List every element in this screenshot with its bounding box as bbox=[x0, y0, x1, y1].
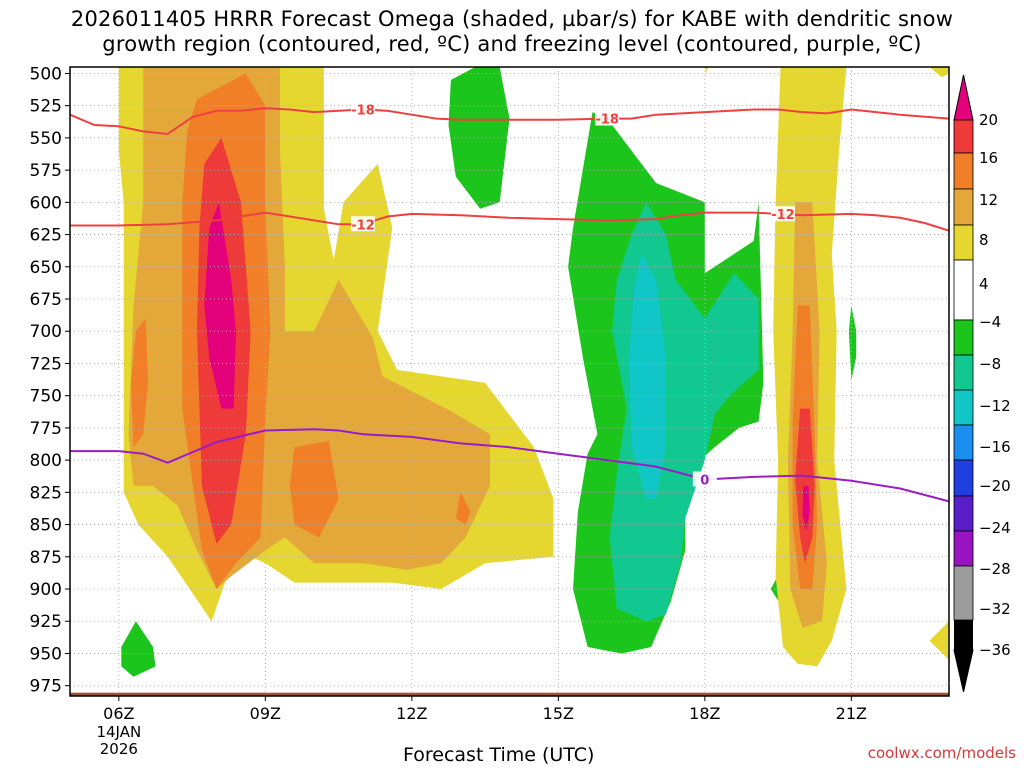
x-tick-label-21Z: 21Z bbox=[836, 704, 867, 723]
plot-area bbox=[70, 67, 949, 696]
omega-region-12-west bbox=[131, 318, 149, 448]
isotherm-label--18-1: -18 bbox=[595, 113, 619, 128]
isotherm-label--18-0: -18 bbox=[351, 104, 375, 119]
isotherm-label--12-1: -12 bbox=[771, 208, 795, 223]
colorbar-label-6: −8 bbox=[979, 355, 1001, 373]
colorbar-label-4: 4 bbox=[979, 275, 989, 293]
colorbar-label-12: −32 bbox=[979, 600, 1011, 618]
omega-region-4-lower-right bbox=[929, 621, 949, 660]
colorbar-segment-m28_m24 bbox=[953, 495, 974, 532]
y-tick-label-800: 800 bbox=[30, 451, 62, 471]
chart-title-line-1: 2026011405 HRRR Forecast Omega (shaded, … bbox=[70, 7, 954, 31]
isotherm-label-bg--18-1 bbox=[595, 110, 620, 126]
colorbar-label-5: −4 bbox=[979, 313, 1001, 331]
colorbar-label-13: −36 bbox=[979, 641, 1011, 659]
colorbar-label-8: −16 bbox=[979, 438, 1011, 456]
y-tick-label-575: 575 bbox=[30, 161, 62, 181]
colorbar-segment-m32_m28 bbox=[953, 530, 974, 567]
plot-frame bbox=[69, 66, 950, 697]
y-tick-label-900: 900 bbox=[30, 580, 62, 600]
x-date-label: 14JAN bbox=[96, 723, 141, 741]
colorbar-label-10: −24 bbox=[979, 519, 1011, 537]
omega-region-neg4-upper bbox=[448, 67, 510, 209]
x-year-label: 2026 bbox=[100, 740, 138, 758]
colorbar-segment-16_20 bbox=[953, 119, 974, 154]
colorbar-segment-m20_m16 bbox=[953, 424, 974, 461]
y-tick-label-650: 650 bbox=[30, 258, 62, 278]
isotherm-line--12 bbox=[70, 211, 950, 232]
colorbar-segment-neutral bbox=[953, 259, 974, 321]
isotherm-label-bg--18-0 bbox=[351, 101, 375, 117]
x-tick-label-09Z: 09Z bbox=[250, 704, 281, 723]
colorbar-bottom-triangle bbox=[953, 649, 974, 693]
colorbar-label-7: −12 bbox=[979, 397, 1011, 415]
chart-title-line-2: growth region (contoured, red, ºC) and f… bbox=[102, 32, 922, 56]
colorbar-top-triangle bbox=[953, 74, 974, 121]
colorbar: 20 16 12 8 4 −4 −8 −12 −16 −20 −24 −28 −32 −36 bbox=[953, 74, 1011, 693]
y-tick-label-550: 550 bbox=[30, 129, 62, 149]
credit-link[interactable]: coolwx.com/models bbox=[867, 744, 1016, 762]
omega-region-20-evening bbox=[802, 485, 810, 531]
colorbar-segment-m36_m32 bbox=[953, 565, 974, 621]
omega-region-12-dot bbox=[455, 492, 471, 525]
terrain-bar bbox=[70, 692, 949, 696]
colorbar-label-9: −20 bbox=[979, 477, 1011, 495]
y-tick-label-725: 725 bbox=[30, 354, 62, 374]
omega-region-neg4-sw bbox=[121, 621, 156, 677]
x-tick-label-15Z: 15Z bbox=[543, 704, 574, 723]
y-tick-label-525: 525 bbox=[30, 97, 62, 117]
y-tick-label-675: 675 bbox=[30, 290, 62, 310]
y-tick-label-950: 950 bbox=[30, 644, 62, 664]
colorbar-segment-lt-m36 bbox=[954, 620, 973, 650]
x-tick-label-12Z: 12Z bbox=[396, 704, 427, 723]
y-tick-label-625: 625 bbox=[30, 226, 62, 246]
colorbar-label-0: 20 bbox=[979, 111, 998, 129]
isotherm-label--12-0: -12 bbox=[351, 218, 375, 233]
colorbar-label-11: −28 bbox=[979, 560, 1011, 578]
colorbar-label-1: 16 bbox=[979, 149, 998, 167]
y-tick-label-700: 700 bbox=[30, 322, 62, 342]
omega-region-4-upper-right bbox=[929, 67, 949, 78]
isotherm-label-bg-0-0 bbox=[692, 471, 717, 487]
colorbar-segment-m8_m4 bbox=[953, 319, 974, 356]
colorbar-segment-m12_m8 bbox=[953, 354, 974, 391]
omega-region-4-top-dot bbox=[704, 67, 708, 74]
colorbar-segment-4_8 bbox=[953, 224, 974, 261]
colorbar-segment-8_12 bbox=[953, 188, 974, 226]
isotherm-label-bg--12-1 bbox=[770, 206, 795, 222]
x-axis-title: Forecast Time (UTC) bbox=[403, 744, 595, 766]
colorbar-segment-m16_m12 bbox=[953, 389, 974, 426]
isotherm-label-0-0: 0 bbox=[700, 473, 709, 488]
y-tick-label-975: 975 bbox=[30, 677, 62, 697]
colorbar-segment-m24_m20 bbox=[953, 459, 974, 497]
omega-region-20-morning bbox=[204, 202, 236, 409]
y-tick-label-825: 825 bbox=[30, 483, 62, 503]
y-tick-label-775: 775 bbox=[30, 419, 62, 439]
colorbar-label-2: 12 bbox=[979, 191, 998, 209]
omega-region-12-sw bbox=[289, 440, 339, 538]
omega-region-neg12 bbox=[629, 253, 666, 499]
y-tick-label-500: 500 bbox=[30, 64, 62, 84]
isotherm-label-bg--12-0 bbox=[351, 216, 375, 232]
y-tick-label-850: 850 bbox=[30, 516, 62, 536]
y-tick-label-750: 750 bbox=[30, 387, 62, 407]
omega-region-neg4-21z bbox=[848, 305, 857, 381]
colorbar-segment-12_16 bbox=[953, 152, 974, 190]
y-tick-label-875: 875 bbox=[30, 548, 62, 568]
x-tick-label-18Z: 18Z bbox=[689, 704, 720, 723]
x-tick-label-06Z: 06Z bbox=[103, 704, 134, 723]
y-tick-label-600: 600 bbox=[30, 193, 62, 213]
isotherm-line-0 bbox=[70, 428, 950, 503]
isotherm-line--18 bbox=[69, 107, 950, 136]
y-tick-label-925: 925 bbox=[30, 612, 62, 632]
colorbar-label-3: 8 bbox=[979, 231, 989, 249]
